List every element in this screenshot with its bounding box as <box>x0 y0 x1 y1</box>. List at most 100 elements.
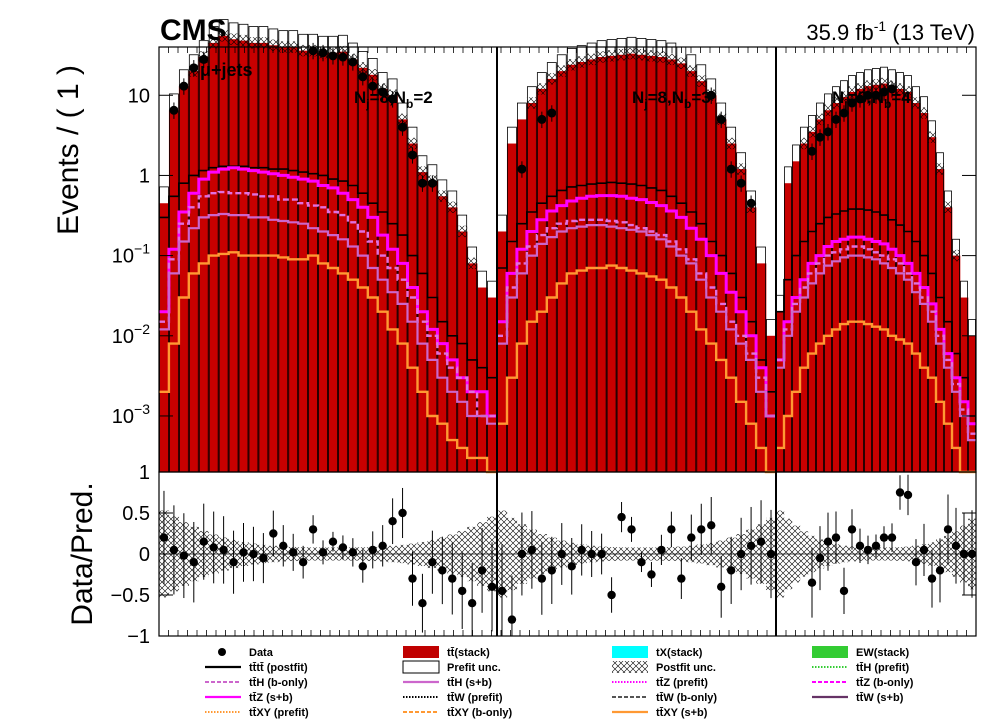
data-point <box>855 94 865 104</box>
ratio-point <box>726 566 736 575</box>
data-point <box>887 84 897 94</box>
ttbar-bar <box>696 81 707 472</box>
ttbar-bar <box>497 231 508 472</box>
ttbar-bar <box>268 45 279 473</box>
y-tick-label: 10−3 <box>112 401 150 428</box>
y-axis-label-bottom: Data/Pred. <box>66 482 99 625</box>
ratio-point <box>368 545 377 555</box>
postfit-unc-band <box>832 97 840 109</box>
postfit-unc-band <box>696 75 707 87</box>
ratio-point <box>239 548 248 557</box>
top-tick-labels: 10 1 10−1 10−2 10−3 <box>112 85 976 428</box>
ttbar-bar <box>566 64 578 472</box>
ratio-point <box>467 599 477 608</box>
postfit-unc-band <box>928 131 936 143</box>
ratio-tick-label: −1 <box>127 626 150 648</box>
ttbar-bar <box>298 50 309 472</box>
ratio-point <box>607 590 616 600</box>
ttbar-bar <box>546 78 558 472</box>
postfit-unc-band <box>556 65 567 77</box>
legend-label: tt̄(stack) <box>447 647 490 659</box>
ttbar-bar <box>912 103 921 473</box>
legend-label: tt̄Z (s+b) <box>249 692 293 704</box>
ttbar-bar <box>526 103 538 473</box>
ttbar-bar <box>387 95 398 472</box>
data-point <box>189 63 199 73</box>
data-point <box>199 54 209 64</box>
data-point <box>823 127 833 137</box>
postfit-unc-band <box>848 86 856 98</box>
ttbar-bar <box>944 207 953 472</box>
ratio-point <box>895 488 905 497</box>
ttbar-bar <box>824 110 833 472</box>
ttbar-bar <box>178 86 190 472</box>
postfit-unc-band <box>208 37 219 49</box>
legend-swatch <box>403 646 439 658</box>
ratio-point <box>318 548 328 557</box>
data-point <box>358 72 368 82</box>
ttbar-bar <box>616 54 627 472</box>
data-point <box>839 108 849 118</box>
ratio-point <box>219 545 228 555</box>
legend-label: tt̄H (s+b) <box>447 677 492 689</box>
ttbar-bar <box>407 143 418 472</box>
postfit-unc-band <box>417 166 428 178</box>
ratio-point <box>911 558 921 567</box>
postfit-unc-band <box>576 56 587 68</box>
y-axis-label-top: Events / ( 1 ) <box>52 65 85 235</box>
postfit-unc-band <box>736 163 747 175</box>
legend-label: tt̄Z (b-only) <box>856 677 914 689</box>
ratio-point <box>716 582 726 591</box>
ttbar-bar <box>636 54 647 472</box>
ttbar-bar <box>188 71 200 472</box>
ratio-point <box>537 574 547 583</box>
ratio-point <box>746 541 756 550</box>
legend-label: Prefit unc. <box>447 662 501 674</box>
ratio-region-3 <box>776 474 977 618</box>
ratio-point <box>687 533 696 542</box>
ratio-point <box>707 521 716 530</box>
category-label: Nj=8,Nb=2 <box>354 88 433 111</box>
ratio-point <box>179 551 189 560</box>
ttbar-bar <box>816 119 825 473</box>
legend-item: tt̄Z (s+b) <box>205 692 293 704</box>
ttbar-bar <box>506 143 518 472</box>
ttbar-bar <box>746 207 757 472</box>
legend-item: tt̄W (b-only) <box>612 692 717 704</box>
ratio-point <box>507 615 517 624</box>
ttbar-bar <box>936 169 945 472</box>
ratio-point <box>567 562 576 571</box>
ratio-region-2 <box>497 497 777 636</box>
postfit-unc-band <box>586 53 597 66</box>
y-tick-label: 10 <box>128 85 150 107</box>
postfit-unc-band <box>248 37 259 49</box>
ttbar-bar <box>766 335 777 472</box>
data-point <box>815 132 825 142</box>
ttbar-bar <box>516 119 528 473</box>
ratio-point <box>348 548 358 557</box>
data-point <box>427 178 437 188</box>
legend-item: tt̄H (prefit) <box>812 662 909 674</box>
ratio-point <box>617 512 626 522</box>
ttbar-bar <box>800 143 809 472</box>
ratio-point <box>269 529 278 538</box>
ratio-point <box>199 537 208 546</box>
ttbar-bar <box>487 297 498 472</box>
channel-label: μ+jets <box>200 60 253 80</box>
postfit-unc-band <box>912 97 920 109</box>
postfit-unc-band <box>596 51 607 63</box>
data-point <box>517 164 527 174</box>
postfit-unc-band <box>228 33 239 45</box>
category-label: Nj=8,Nb=3 <box>632 88 711 111</box>
ttbar-bar <box>536 88 548 472</box>
data-point <box>726 164 736 174</box>
legend-item: tt̄Z (prefit) <box>612 677 708 689</box>
ratio-point <box>927 574 937 583</box>
ratio-point <box>418 599 427 608</box>
ttbar-bar <box>347 59 359 472</box>
ttbar-bar <box>960 297 969 472</box>
ttbar-bar <box>258 42 269 472</box>
postfit-unc-band <box>616 49 627 61</box>
ttbar-bar <box>397 119 408 473</box>
postfit-unc-band <box>526 97 537 109</box>
